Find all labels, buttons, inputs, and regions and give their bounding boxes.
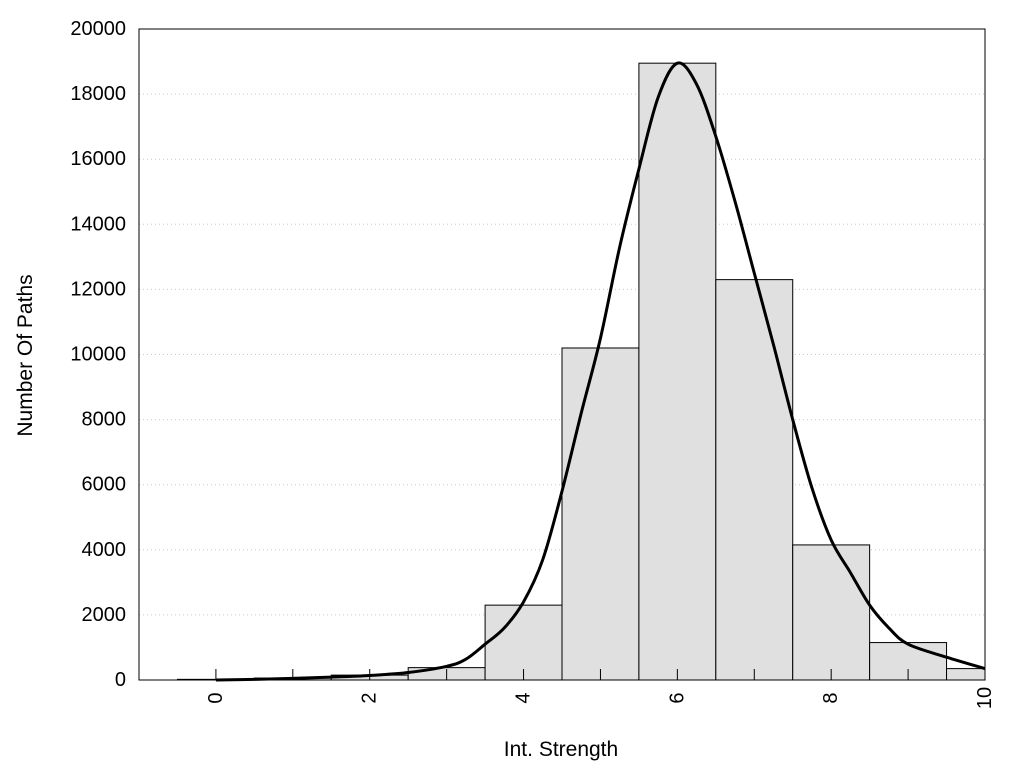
x-tick-label: 2 bbox=[359, 692, 381, 703]
x-axis-label: Int. Strength bbox=[504, 738, 618, 761]
y-tick-label: 0 bbox=[115, 669, 126, 691]
plot-frame bbox=[138, 28, 986, 681]
y-tick-label: 10000 bbox=[70, 344, 126, 366]
x-tick-label: 0 bbox=[205, 692, 227, 703]
x-tick-label: 4 bbox=[513, 692, 535, 703]
bar bbox=[638, 62, 717, 681]
density-curve bbox=[215, 61, 986, 682]
bar bbox=[561, 347, 640, 681]
y-tick-label: 6000 bbox=[82, 474, 127, 496]
y-tick-label: 18000 bbox=[70, 83, 126, 105]
y-axis-ticks: 0 2000 4000 6000 8000 10000 12000 14000 16000 180… bbox=[70, 18, 126, 691]
y-tick-label: 4000 bbox=[82, 539, 127, 561]
curve-line bbox=[215, 61, 986, 682]
y-tick-label: 20000 bbox=[70, 18, 126, 40]
bars bbox=[176, 62, 986, 681]
x-tick-label: 6 bbox=[666, 692, 688, 703]
bar bbox=[715, 279, 794, 681]
bar bbox=[946, 668, 986, 681]
bar bbox=[792, 544, 871, 681]
bar bbox=[484, 604, 563, 681]
x-tick-label: 10 bbox=[974, 687, 996, 709]
y-axis-label: Number Of Paths bbox=[14, 274, 37, 436]
y-tick-label: 16000 bbox=[70, 148, 126, 170]
y-tick-label: 14000 bbox=[70, 213, 126, 235]
x-tick-label: 8 bbox=[820, 692, 842, 703]
y-tick-label: 2000 bbox=[82, 604, 127, 626]
y-tick-label: 12000 bbox=[70, 278, 126, 300]
x-axis-ticks: 0 2 4 6 8 10 bbox=[205, 669, 996, 709]
y-tick-label: 8000 bbox=[82, 409, 127, 431]
